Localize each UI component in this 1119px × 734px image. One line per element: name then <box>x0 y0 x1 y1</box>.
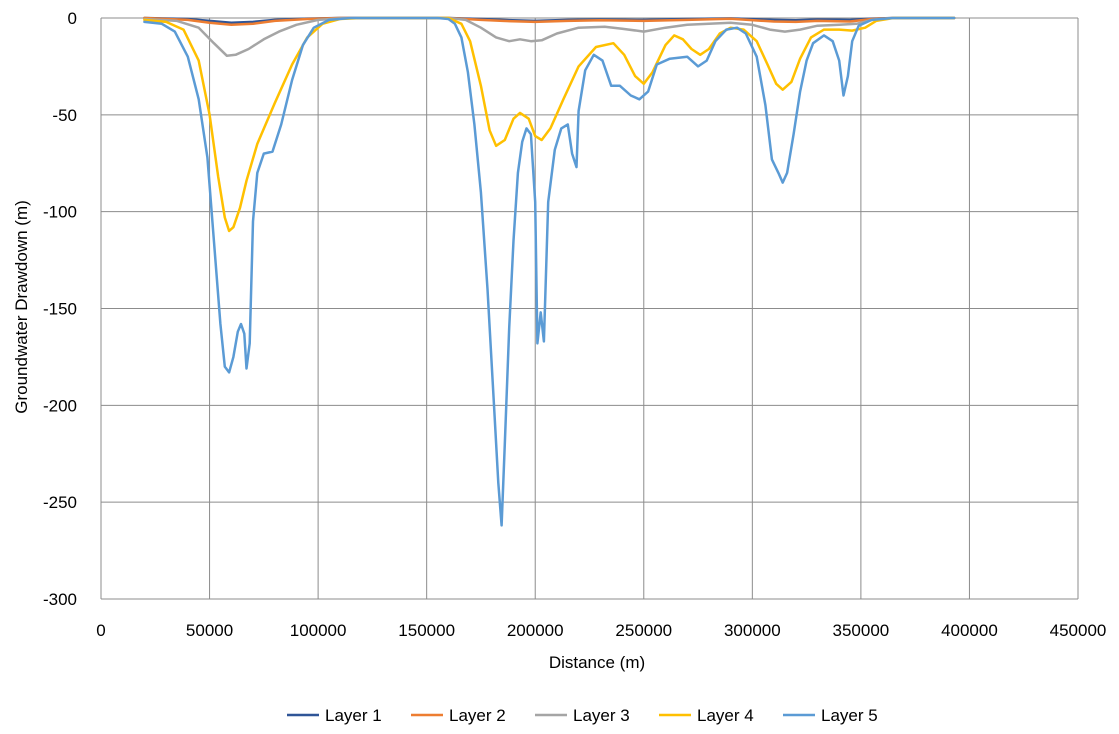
x-tick-label: 100000 <box>290 621 347 640</box>
tick-labels: 0 -50 -100 -150 -200 -250 -300 0 50000 100000 1500… <box>43 9 1106 640</box>
y-tick-label: -250 <box>43 493 77 512</box>
y-tick-label: 0 <box>68 9 77 28</box>
y-tick-label: -200 <box>43 396 77 415</box>
x-tick-label: 450000 <box>1050 621 1107 640</box>
legend-label: Layer 1 <box>325 706 382 725</box>
legend-item-layer-3: Layer 3 <box>535 706 630 725</box>
series-lines <box>143 16 956 527</box>
series-line-layer-4 <box>143 16 956 233</box>
y-tick-label: -150 <box>43 300 77 319</box>
x-tick-label: 400000 <box>941 621 998 640</box>
grid-lines <box>100 17 1079 600</box>
legend-label: Layer 3 <box>573 706 630 725</box>
y-tick-label: -50 <box>52 106 77 125</box>
series-line-layer-3 <box>143 16 956 58</box>
legend-item-layer-1: Layer 1 <box>287 706 382 725</box>
x-tick-label: 200000 <box>507 621 564 640</box>
legend: Layer 1 Layer 2 Layer 3 Layer 4 Layer 5 <box>287 706 878 725</box>
y-tick-label: -300 <box>43 590 77 609</box>
legend-item-layer-4: Layer 4 <box>659 706 754 725</box>
x-tick-label: 250000 <box>615 621 672 640</box>
legend-item-layer-2: Layer 2 <box>411 706 506 725</box>
series-line-layer-5 <box>143 16 956 527</box>
series-line-layer-2 <box>143 16 956 27</box>
x-tick-label: 0 <box>96 621 105 640</box>
legend-item-layer-5: Layer 5 <box>783 706 878 725</box>
x-tick-label: 50000 <box>186 621 233 640</box>
legend-label: Layer 5 <box>821 706 878 725</box>
y-axis-title: Groundwater Drawdown (m) <box>12 200 31 414</box>
y-tick-label: -100 <box>43 203 77 222</box>
x-tick-label: 350000 <box>833 621 890 640</box>
x-tick-label: 150000 <box>398 621 455 640</box>
x-axis-title: Distance (m) <box>549 653 645 672</box>
legend-label: Layer 2 <box>449 706 506 725</box>
legend-label: Layer 4 <box>697 706 754 725</box>
x-tick-label: 300000 <box>724 621 781 640</box>
